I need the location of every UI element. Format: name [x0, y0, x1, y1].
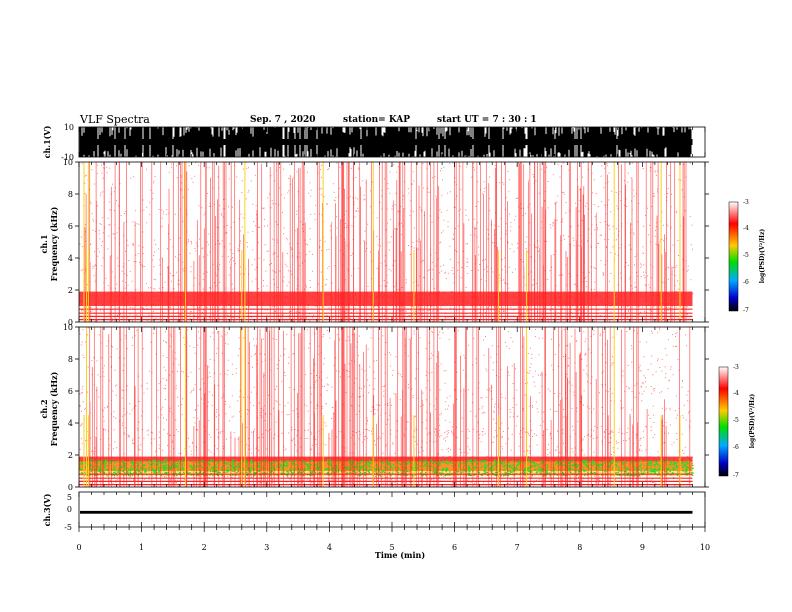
- ytick-label: 0: [68, 483, 73, 492]
- ch3-waveform-trace: [80, 510, 693, 514]
- ch1-spectrogram-image: [79, 161, 705, 323]
- xtick-label-8: 8: [577, 543, 582, 552]
- xtick-label-0: 0: [76, 543, 81, 552]
- header-start-ut: start UT = 7 : 30 : 1: [437, 115, 537, 125]
- x-axis-label: Time (min): [375, 550, 425, 560]
- colorbar-ch1-gradient: [728, 201, 739, 312]
- ch2-spectrogram-image: [79, 326, 705, 488]
- xtick-label-4: 4: [327, 543, 332, 552]
- xtick-label-5: 5: [389, 543, 394, 552]
- ch1-waveform-fill: [79, 127, 693, 157]
- ch2-spec-ylabel-channel: ch.2: [39, 399, 49, 418]
- ytick-label: 6: [68, 387, 73, 396]
- ch1-wave-ytick-bottom: -10: [61, 153, 74, 162]
- ch1-spec-ylabel-channel: ch.1: [39, 234, 49, 253]
- xtick-label-7: 7: [515, 543, 520, 552]
- ch2-spec-ylabel-frequency: Frequency (kHz): [49, 371, 59, 446]
- xtick-label-2: 2: [202, 543, 207, 552]
- ch3-ytick-bottom: -5: [64, 523, 72, 532]
- spectrogram-low-band: [79, 291, 693, 306]
- ytick-label: 4: [68, 419, 73, 428]
- colorbar-ch1-tick-3: -6: [743, 279, 749, 286]
- ytick-label: 6: [68, 222, 73, 231]
- ytick-label: 8: [68, 190, 73, 199]
- ytick-label: 8: [68, 355, 73, 364]
- ch1-waveform-trace: [79, 127, 693, 157]
- colorbar-ch1-tick-1: -4: [743, 225, 749, 232]
- colorbar-ch2-tick-0: -3: [733, 364, 739, 371]
- ytick-label: 10: [63, 158, 73, 167]
- ytick-label: 2: [68, 451, 73, 460]
- colorbar-ch2: -3 -4 -5 -6 -7 log(PSD)(V²/Hz): [718, 364, 756, 479]
- colorbar-ch1-tick-0: -3: [743, 199, 749, 206]
- spectrogram-sferics: [84, 162, 687, 322]
- ch1-wave-ylabel: ch.1(V): [42, 125, 52, 158]
- ch1-spec-yticks: 0 2 4 6 8 10: [63, 158, 709, 327]
- colorbar-ch2-tick-1: -4: [733, 390, 739, 397]
- ch1-spec-ylabel-frequency: Frequency (kHz): [49, 206, 59, 281]
- time-tick-path: [78, 127, 706, 532]
- colorbar-ch2-tick-4: -7: [733, 472, 739, 479]
- ch2-spec-yticks: 0 2 4 6 8 10: [63, 323, 709, 492]
- colorbar-ch2-tick-3: -6: [733, 444, 739, 451]
- ch3-ylabel: ch.3(V): [42, 493, 52, 526]
- xtick-label-9: 9: [640, 543, 645, 552]
- colorbar-ch1: -3 -4 -5 -6 -7 log(PSD)(V²/Hz): [728, 199, 766, 314]
- header-station: station= KAP: [343, 115, 410, 125]
- xtick-label-10: 10: [700, 543, 710, 552]
- ch3-ytick-mid: 0: [67, 505, 72, 514]
- colorbar-ch2-label: log(PSD)(V²/Hz): [749, 394, 756, 449]
- ch1-wave-ytick-top: 10: [64, 123, 74, 132]
- colorbar-ch1-tick-2: -5: [743, 252, 749, 259]
- chart-title: VLF Spectra: [79, 113, 150, 126]
- x-axis: 0 1 2 3 4 5 6 7 8 9 10 Time (min): [76, 543, 710, 560]
- xtick-label-3: 3: [264, 543, 269, 552]
- colorbar-ch1-label: log(PSD)(V²/Hz): [759, 229, 766, 284]
- spectrogram-sferics: [89, 327, 691, 487]
- colorbar-ch2-gradient: [718, 366, 729, 477]
- time-tick-marks: [78, 127, 706, 532]
- header-date: Sep. 7 , 2020: [250, 115, 316, 125]
- xtick-label-6: 6: [452, 543, 457, 552]
- ytick-label: 10: [63, 323, 73, 332]
- xtick-label-1: 1: [139, 543, 144, 552]
- ytick-label: 0: [68, 318, 73, 327]
- colorbar-ch2-tick-2: -5: [733, 417, 739, 424]
- ytick-label: 2: [68, 286, 73, 295]
- panel-ch2-spectrogram: 0 2 4 6 8 10 ch.2 Frequency (kHz): [39, 323, 709, 492]
- panel-ch3-waveform-frame: [78, 491, 706, 528]
- panel-ch1-spectrogram: 0 2 4 6 8 10 ch.1 Frequency (kHz): [39, 158, 709, 327]
- ytick-label: 4: [68, 254, 73, 263]
- ch3-ytick-top: 5: [67, 493, 72, 502]
- colorbar-ch1-tick-4: -7: [743, 307, 749, 314]
